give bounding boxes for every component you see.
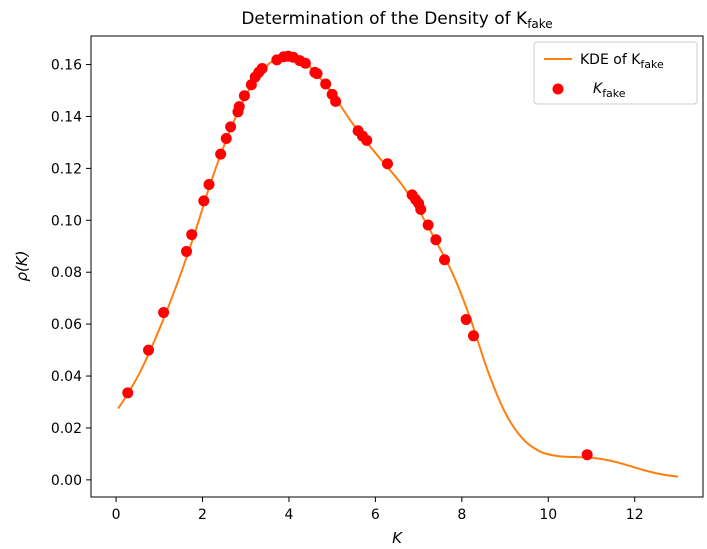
legend-points-subscript: fake [602, 87, 626, 100]
y-tick-label: 0.10 [51, 213, 82, 229]
data-point [142, 344, 154, 356]
y-axis-label: ρ(K) [13, 250, 31, 281]
x-tick-label: 4 [284, 507, 293, 523]
data-point [468, 330, 479, 342]
data-point [381, 158, 393, 170]
data-point [439, 254, 451, 266]
data-point [203, 178, 215, 190]
data-point [415, 203, 427, 215]
data-point [320, 78, 332, 90]
data-point [186, 229, 198, 241]
x-axis-label: K [392, 529, 403, 547]
y-tick-label: 0.12 [51, 161, 82, 177]
x-tick-label: 2 [198, 507, 207, 523]
legend: KDE of Kfake Kfake [533, 41, 698, 105]
y-axis-ticks: 0.00 0.02 0.04 0.06 0.08 0.10 0.12 0.14 0.16 [51, 58, 91, 489]
y-tick-label: 0.04 [51, 369, 82, 385]
data-point [581, 449, 593, 461]
points-layer [122, 50, 593, 461]
legend-box [533, 41, 698, 105]
data-point [215, 148, 227, 160]
x-tick-label: 8 [457, 507, 466, 523]
x-tick-label: 10 [539, 507, 557, 523]
y-tick-label: 0.00 [51, 473, 82, 489]
data-point [198, 195, 210, 207]
y-tick-label: 0.02 [51, 421, 82, 437]
data-point [430, 234, 442, 246]
data-point [225, 121, 237, 133]
legend-points-label: Kfake [593, 81, 626, 100]
legend-kde-subscript: fake [640, 58, 664, 71]
data-point [422, 219, 434, 231]
data-point [220, 133, 232, 145]
plot-area [91, 36, 703, 497]
x-axis-ticks: 0 2 4 6 8 10 12 [112, 497, 644, 523]
plot-frame [90, 35, 704, 498]
chart-title-subscript: fake [527, 17, 552, 31]
data-point [256, 62, 268, 74]
y-tick-label: 0.08 [51, 265, 82, 281]
data-point [158, 306, 170, 318]
data-point [122, 387, 134, 399]
data-point [233, 101, 245, 113]
data-point [238, 90, 250, 102]
chart-title: Determination of the Density of Kfake [241, 9, 552, 31]
data-point [361, 134, 373, 146]
legend-point-swatch [552, 83, 564, 95]
data-point [330, 95, 342, 107]
x-tick-label: 6 [371, 507, 380, 523]
data-point [299, 57, 311, 69]
y-tick-label: 0.06 [51, 317, 82, 333]
data-point [460, 313, 472, 325]
data-point [181, 245, 193, 257]
data-point [311, 68, 323, 80]
y-tick-label: 0.14 [51, 109, 82, 125]
x-tick-label: 0 [112, 507, 121, 523]
legend-kde-label: KDE of Kfake [580, 52, 664, 71]
y-tick-label: 0.16 [51, 58, 82, 74]
x-tick-label: 12 [626, 507, 644, 523]
